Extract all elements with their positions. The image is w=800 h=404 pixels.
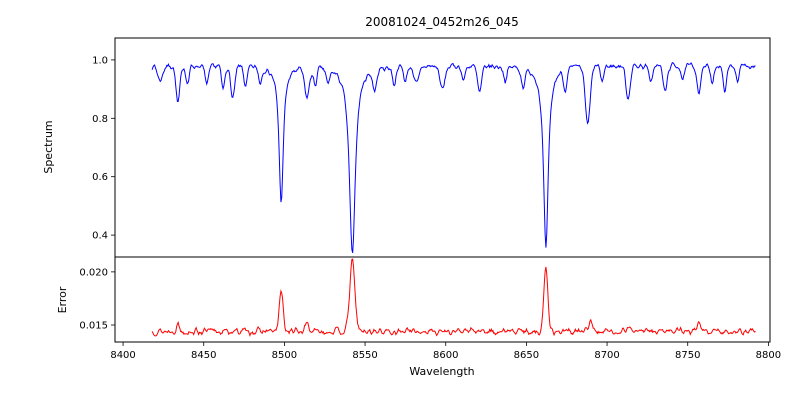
x-tick-label: 8400 xyxy=(110,350,135,361)
x-tick-label: 8500 xyxy=(272,350,297,361)
x-tick-label: 8600 xyxy=(433,350,458,361)
y-tick-label: 0.015 xyxy=(79,321,108,332)
x-tick-label: 8450 xyxy=(191,350,216,361)
error-line xyxy=(151,258,756,338)
y-tick-label: 1.0 xyxy=(92,55,108,66)
plot-dynamic-layer: 0.4 0.6 0.8 1.0 0.015 0.020 8400 8450 8500 8550 86… xyxy=(79,37,781,361)
x-axis-label: Wavelength xyxy=(409,365,474,378)
y-axis-label-error: Error xyxy=(56,286,69,313)
x-tick-label: 8800 xyxy=(756,350,781,361)
x-tick-label: 8550 xyxy=(352,350,377,361)
chart-title: 20081024_0452m26_045 xyxy=(365,15,518,29)
x-tick-label: 8700 xyxy=(594,350,619,361)
panel-border xyxy=(114,256,771,343)
spectrum-line xyxy=(151,62,756,253)
y-axis-label-spectrum: Spectrum xyxy=(42,120,55,173)
panel-border xyxy=(114,37,771,258)
y-tick-label: 0.8 xyxy=(92,114,108,125)
y-tick-label: 0.020 xyxy=(79,267,108,278)
x-tick-label: 8750 xyxy=(675,350,700,361)
x-tick-label: 8650 xyxy=(514,350,539,361)
y-tick-label: 0.6 xyxy=(92,172,108,183)
y-tick-label: 0.4 xyxy=(92,231,108,242)
